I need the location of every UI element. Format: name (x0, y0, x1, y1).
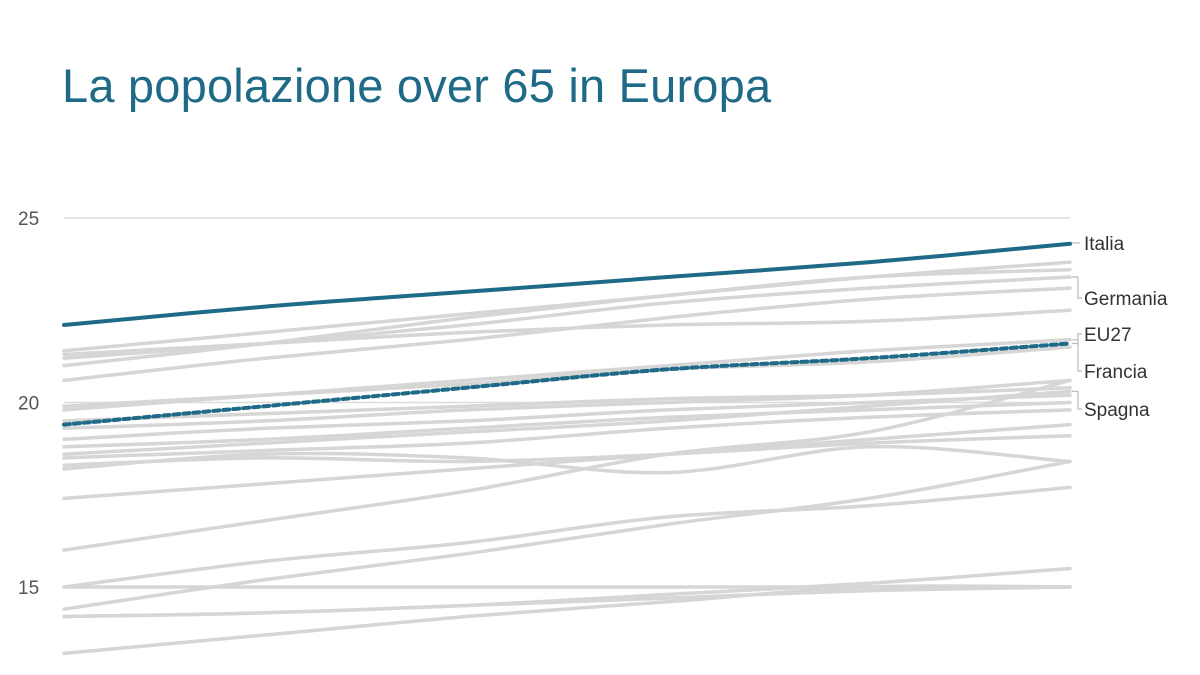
series-line-country-7 (62, 286, 1072, 383)
label-connector (1072, 390, 1082, 410)
series-line-italia (62, 241, 1072, 327)
series-label-spagna: Spagna (1084, 400, 1150, 421)
background-series-layer (62, 260, 1072, 656)
series-line-country-17 (62, 422, 1072, 501)
label-connector (1072, 276, 1082, 299)
series-line-country-18 (62, 378, 1072, 552)
series-line-country-16 (62, 433, 1072, 467)
series-line-country-11 (62, 378, 1072, 431)
series-line-country-19 (62, 485, 1072, 589)
y-tick-label: 15 (18, 578, 39, 599)
series-label-francia: Francia (1084, 362, 1148, 383)
series-line-country-20 (62, 459, 1072, 611)
series-line-country-14 (62, 408, 1072, 460)
end-label-layer: Italia Germania EU27 Francia Spagna (1072, 234, 1168, 421)
series-label-eu27: EU27 (1084, 325, 1132, 346)
series-line-country-23 (62, 566, 1072, 619)
series-line-eu27 (62, 341, 1072, 427)
series-line-country-12 (62, 393, 1072, 442)
label-connector (1072, 339, 1082, 372)
series-label-italia: Italia (1084, 234, 1125, 255)
y-tick-label: 25 (18, 209, 39, 230)
series-line-country-24 (62, 584, 1072, 656)
label-connector (1072, 333, 1082, 345)
series-line-country-13 (62, 400, 1072, 449)
highlight-series-layer (62, 241, 1072, 427)
series-label-germania: Germania (1084, 289, 1168, 310)
series-line-country-15 (62, 444, 1072, 475)
series-line-spagna (62, 389, 1072, 456)
series-line-country-8 (62, 308, 1072, 357)
chart-title: La popolazione over 65 in Europa (62, 59, 772, 112)
y-tick-label: 20 (18, 394, 39, 415)
